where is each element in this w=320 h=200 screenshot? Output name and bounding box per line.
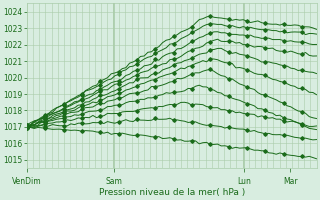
X-axis label: Pression niveau de la mer( hPa ): Pression niveau de la mer( hPa ) xyxy=(99,188,245,197)
